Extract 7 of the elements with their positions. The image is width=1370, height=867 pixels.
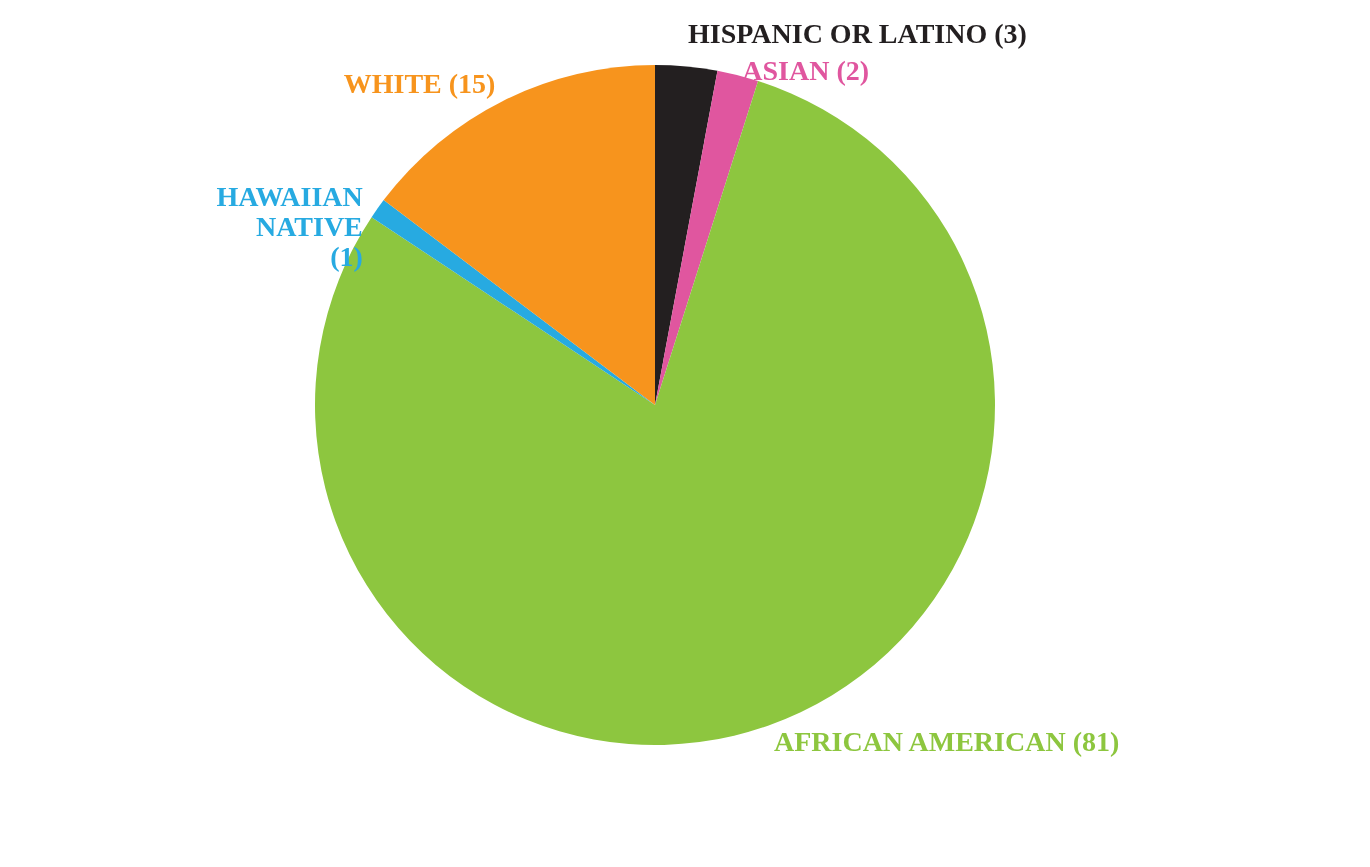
slice-label: ASIAN (2) — [742, 54, 870, 86]
slice-label: HAWAIIAN NATIVE — [216, 181, 363, 243]
slice-label: HISPANIC OR LATINO (3) — [688, 17, 1027, 49]
slice-label: WHITE (15) — [343, 67, 496, 99]
pie-slice — [655, 65, 718, 405]
slice-label: AFRICAN AMERICAN (81) — [773, 725, 1120, 757]
pie-slice — [371, 200, 655, 405]
